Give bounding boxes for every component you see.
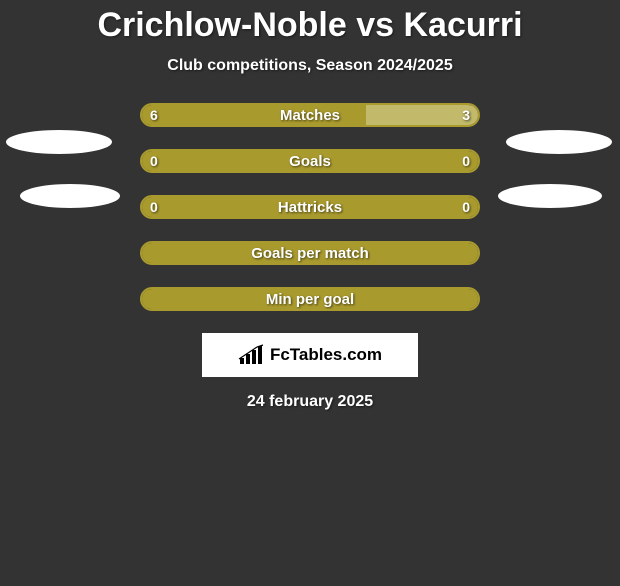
stat-bar: Goals [140, 149, 480, 173]
fctables-logo: FcTables.com [202, 333, 418, 377]
stat-bar-left-fill [142, 151, 478, 171]
player-photo-placeholder [20, 184, 120, 208]
stat-value-left: 0 [150, 149, 158, 173]
player-photo-placeholder [498, 184, 602, 208]
stat-row: Min per goal [0, 287, 620, 311]
stat-row: Matches6 3 [0, 103, 620, 127]
stat-row: Goals per match [0, 241, 620, 265]
stat-bar: Goals per match [140, 241, 480, 265]
stat-bar-left-fill [142, 197, 478, 217]
stat-bar: Matches [140, 103, 480, 127]
stat-bar-left-fill [142, 243, 478, 263]
player-photo-placeholder [506, 130, 612, 154]
page-subtitle: Club competitions, Season 2024/2025 [0, 57, 620, 75]
stat-value-right: 0 [462, 149, 470, 173]
stat-bar: Hattricks [140, 195, 480, 219]
logo-text: FcTables.com [270, 345, 382, 365]
stat-bar: Min per goal [140, 287, 480, 311]
snapshot-date: 24 february 2025 [0, 393, 620, 411]
page-title: Crichlow-Noble vs Kacurri [0, 6, 620, 45]
stat-value-right: 3 [462, 103, 470, 127]
stat-row: Goals0 0 [0, 149, 620, 173]
stat-bar-left-fill [142, 289, 478, 309]
bar-chart-icon [238, 344, 264, 366]
stat-value-left: 6 [150, 103, 158, 127]
player-photo-placeholder [6, 130, 112, 154]
stat-value-left: 0 [150, 195, 158, 219]
stat-bar-left-fill [142, 105, 366, 125]
stat-value-right: 0 [462, 195, 470, 219]
